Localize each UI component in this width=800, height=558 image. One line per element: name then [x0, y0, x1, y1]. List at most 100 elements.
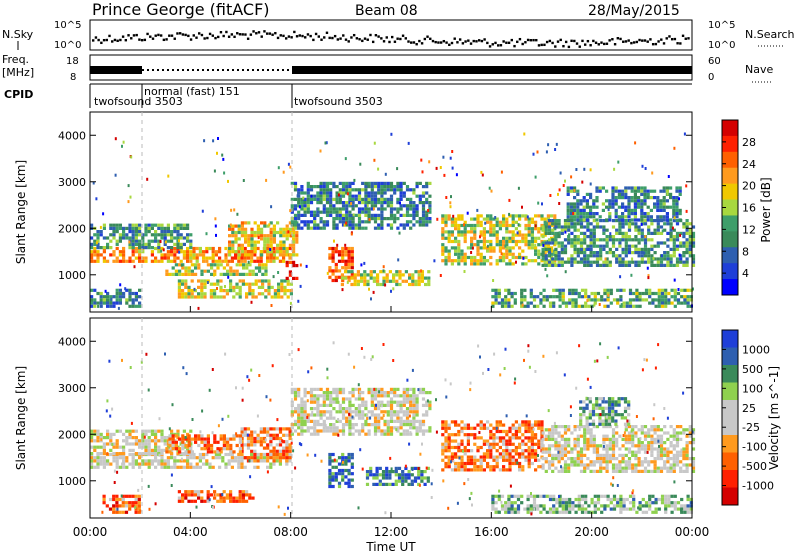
heatmap-cell	[486, 456, 489, 459]
heatmap-cell	[573, 189, 575, 192]
heatmap-cell	[282, 247, 285, 250]
heatmap-cell	[341, 277, 344, 280]
heatmap-cell	[106, 436, 109, 439]
heatmap-cell	[571, 302, 574, 305]
heatmap-cell	[676, 264, 679, 267]
heatmap-cell	[103, 302, 106, 305]
heatmap-cell	[571, 298, 574, 301]
heatmap-cell	[433, 259, 435, 262]
heatmap-cell	[216, 500, 219, 503]
heatmap-cell	[624, 193, 627, 196]
heatmap-cell	[256, 247, 259, 250]
heatmap-cell	[119, 236, 122, 239]
heatmap-cell	[248, 286, 251, 289]
heatmap-cell	[393, 191, 396, 194]
heatmap-cell	[499, 224, 502, 227]
heatmap-cell	[457, 230, 460, 233]
heatmap-cell	[218, 250, 221, 253]
nsky-point	[492, 43, 494, 45]
heatmap-cell	[363, 277, 366, 280]
heatmap-cell	[605, 218, 608, 221]
heatmap-cell	[518, 443, 521, 446]
heatmap-cell	[93, 298, 96, 301]
heatmap-cell	[659, 218, 662, 221]
heatmap-cell	[151, 463, 154, 466]
heatmap-cell	[618, 222, 621, 225]
heatmap-cell	[658, 289, 661, 292]
heatmap-cell	[492, 246, 495, 249]
heatmap-cell	[424, 470, 427, 473]
heatmap-cell	[234, 225, 237, 228]
heatmap-cell	[403, 410, 406, 413]
heatmap-cell	[258, 270, 261, 273]
heatmap-cell	[266, 250, 269, 253]
heatmap-cell	[460, 465, 463, 468]
heatmap-cell	[371, 217, 374, 220]
heatmap-cell	[100, 226, 102, 229]
heatmap-cell	[100, 302, 103, 305]
colorbar-swatch	[722, 136, 738, 152]
heatmap-cell	[255, 273, 258, 276]
heatmap-cell	[218, 257, 221, 260]
heatmap-cell	[558, 254, 561, 257]
heatmap-cell	[342, 397, 345, 400]
heatmap-cell	[178, 279, 181, 282]
heatmap-cell	[554, 454, 557, 457]
heatmap-cell	[187, 286, 190, 289]
heatmap-cell	[499, 246, 502, 249]
heatmap-cell	[344, 266, 347, 269]
heatmap-cell	[518, 456, 521, 459]
heatmap-cell	[610, 292, 613, 295]
heatmap-cell	[336, 214, 339, 217]
heatmap-cell	[307, 204, 310, 207]
heatmap-cell	[197, 279, 200, 282]
heatmap-cell	[300, 417, 303, 420]
heatmap-cell	[406, 223, 409, 226]
heatmap-cell	[400, 410, 403, 413]
heatmap-cell	[561, 241, 564, 244]
heatmap-cell	[412, 204, 415, 207]
heatmap-cell	[428, 195, 431, 198]
heatmap-cell	[270, 231, 273, 234]
heatmap-cell	[483, 259, 486, 262]
heatmap-cell	[93, 430, 96, 433]
heatmap-cell	[502, 218, 505, 221]
heatmap-cell	[138, 295, 141, 298]
heatmap-cell	[496, 221, 499, 224]
heatmap-cell	[420, 480, 423, 483]
heatmap-cell	[409, 207, 412, 210]
heatmap-cell	[289, 447, 292, 450]
heatmap-cell	[320, 388, 323, 391]
heatmap-cell	[645, 167, 647, 170]
heatmap-cell	[502, 449, 505, 452]
heatmap-cell	[590, 222, 593, 225]
heatmap-cell	[512, 253, 515, 256]
heatmap-cell	[355, 410, 358, 413]
heatmap-cell	[679, 257, 682, 260]
heatmap-cell	[635, 305, 638, 308]
heatmap-cell	[291, 220, 294, 223]
heatmap-cell	[577, 254, 580, 257]
heatmap-cell	[364, 214, 367, 217]
heatmap-cell	[297, 433, 300, 436]
heatmap-cell	[489, 433, 492, 436]
heatmap-cell	[548, 232, 551, 235]
heatmap-cell	[653, 257, 655, 260]
heatmap-cell	[444, 456, 447, 459]
heatmap-cell	[531, 227, 534, 230]
heatmap-cell	[574, 245, 577, 248]
heatmap-cell	[355, 214, 358, 217]
heatmap-cell	[387, 217, 390, 220]
heatmap-cell	[583, 196, 586, 199]
heatmap-cell	[329, 401, 332, 404]
heatmap-cell	[583, 257, 586, 260]
y-tick-label: 4000	[58, 129, 86, 142]
heatmap-cell	[125, 430, 128, 433]
heatmap-cell	[93, 233, 96, 236]
heatmap-cell	[505, 218, 508, 221]
heatmap-cell	[358, 214, 361, 217]
heatmap-cell	[551, 232, 554, 235]
nsky-point	[541, 44, 543, 46]
heatmap-cell	[518, 430, 521, 433]
heatmap-cell	[276, 221, 279, 224]
